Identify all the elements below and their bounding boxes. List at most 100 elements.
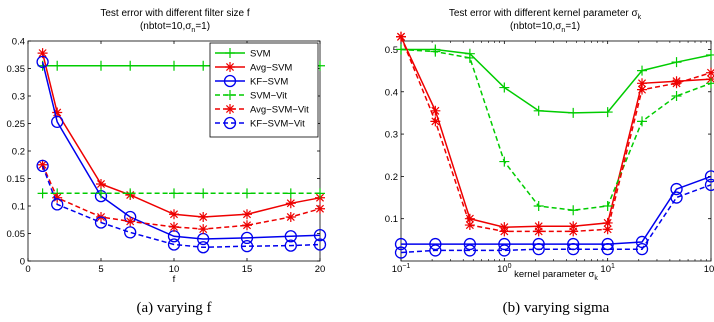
legend-marker (225, 62, 235, 72)
chart-a-point (36, 159, 49, 173)
chart-a-point (96, 188, 106, 199)
chart-a-point (198, 60, 209, 71)
chart-a-point (198, 224, 209, 235)
chart-b-point (463, 237, 477, 251)
chart-b-point (568, 226, 579, 237)
chart-a-y-tick-label: 0.2 (12, 147, 25, 158)
chart-b-point (567, 243, 580, 256)
chart-a-point (242, 188, 252, 199)
chart-b-x-tick-label: 101 (600, 263, 615, 275)
chart-b-point (533, 201, 544, 211)
chart-b-series-line-3 (401, 175, 712, 245)
chart-b-point (532, 243, 545, 256)
legend-marker (223, 116, 237, 130)
chart-a-y-tick-label: 0 (20, 257, 25, 268)
chart-b-point (601, 237, 614, 251)
chart-a-point (198, 188, 209, 199)
chart-b-point (635, 243, 649, 256)
chart-b-point (671, 57, 682, 68)
chart-a-point (36, 55, 49, 69)
chart-b-caption: (b) varying sigma (503, 300, 610, 316)
chart-a-x-tick-label: 10 (169, 264, 180, 275)
chart-a-point (124, 226, 137, 239)
chart-a-y-tick-label: 0.3 (12, 92, 25, 103)
chart-a-point (242, 209, 252, 220)
chart-b-point (394, 237, 408, 251)
chart-b-point (706, 78, 714, 89)
chart-a-point (285, 212, 296, 222)
chart-b-point (704, 178, 714, 191)
chart-b-point (464, 220, 475, 231)
chart-a-caption: (a) varying f (137, 300, 212, 316)
chart-a-x-tick-label: 15 (242, 264, 253, 275)
legend-label: SVM (250, 49, 271, 60)
chart-a-subtitle: (nbtot=10,σn=1) (140, 21, 210, 34)
legend-label: KF−SVM (250, 77, 288, 88)
chart-a-point (198, 212, 209, 222)
chart-b-point (568, 205, 579, 216)
chart-a-point (313, 238, 327, 251)
chart-a-point (94, 216, 108, 229)
chart-a-point (37, 159, 48, 170)
chart-b-point (706, 67, 714, 78)
chart-b-x-tick-label: 10−1 (392, 263, 411, 275)
chart-b-point (464, 52, 475, 63)
chart-b-x-tick-label: 102 (704, 263, 714, 275)
chart-a-point (169, 221, 179, 232)
chart-a-point (125, 60, 136, 71)
legend-marker (225, 90, 235, 100)
chart-b-point (568, 107, 579, 118)
legend-label: SVM−Vit (250, 91, 287, 102)
chart-b-series-line-1 (401, 48, 712, 114)
chart-b-series-line-5 (400, 36, 712, 233)
legend-label: Avg−SVM−Vit (250, 105, 309, 116)
chart-b-point (637, 84, 648, 95)
chart-b-point (706, 74, 714, 85)
chart-a-point (169, 209, 179, 220)
chart-b-y-tick-label: 0.3 (385, 130, 398, 141)
chart-b-point (670, 191, 683, 204)
chart-b-point (396, 31, 406, 42)
chart-b-point (429, 237, 442, 251)
chart-b-point (463, 244, 477, 257)
chart-b-point (671, 91, 682, 101)
chart-a-point (284, 239, 297, 252)
chart-b-title: Test error with different kernel paramet… (449, 8, 642, 21)
chart-b-point (498, 237, 511, 251)
chart-b-point (602, 217, 613, 228)
chart-a-y-tick-label: 0.25 (7, 119, 26, 130)
chart-b-point (706, 49, 714, 60)
legend-label: Avg−SVM (250, 63, 292, 74)
chart-b-point (499, 82, 510, 93)
chart-b-series-line-6 (400, 184, 712, 254)
chart-a-point (315, 203, 325, 214)
chart-b-y-tick-label: 0.2 (385, 172, 398, 183)
chart-b-point (429, 244, 442, 257)
chart-a-point (313, 228, 327, 242)
legend-label: KF−SVM−Vit (250, 119, 305, 130)
chart-b-point (670, 182, 683, 196)
legend-marker (225, 48, 235, 58)
chart-a-point (51, 198, 64, 211)
chart-b-point (637, 65, 648, 76)
chart-b-point (394, 246, 408, 259)
chart-a-y-tick-label: 0.35 (7, 64, 26, 75)
chart-a: Test error with different filter size f … (7, 8, 327, 316)
chart-b-point (704, 170, 714, 183)
chart-a-series-line-3 (41, 61, 321, 240)
chart-a-y-tick-label: 0.05 (7, 229, 26, 240)
chart-a-y-tick-label: 0.1 (12, 202, 25, 213)
chart-a-point (37, 48, 48, 59)
chart-b-point (430, 46, 441, 57)
chart-b-point (498, 244, 511, 257)
chart-a-legend: SVM Avg−SVM KF−SVM SVM−Vit Avg−SVM−Vit KF−SVM… (209, 42, 319, 138)
chart-b-point (637, 116, 648, 127)
chart-b-x-tick-label: 100 (497, 263, 512, 275)
chart-a-x-axis-label: f (173, 274, 176, 285)
chart-b-point (499, 156, 510, 167)
chart-a-point (125, 216, 136, 227)
legend-marker (225, 104, 235, 114)
chart-b-point (601, 243, 614, 256)
chart-a-x-tick-label: 5 (98, 264, 103, 275)
